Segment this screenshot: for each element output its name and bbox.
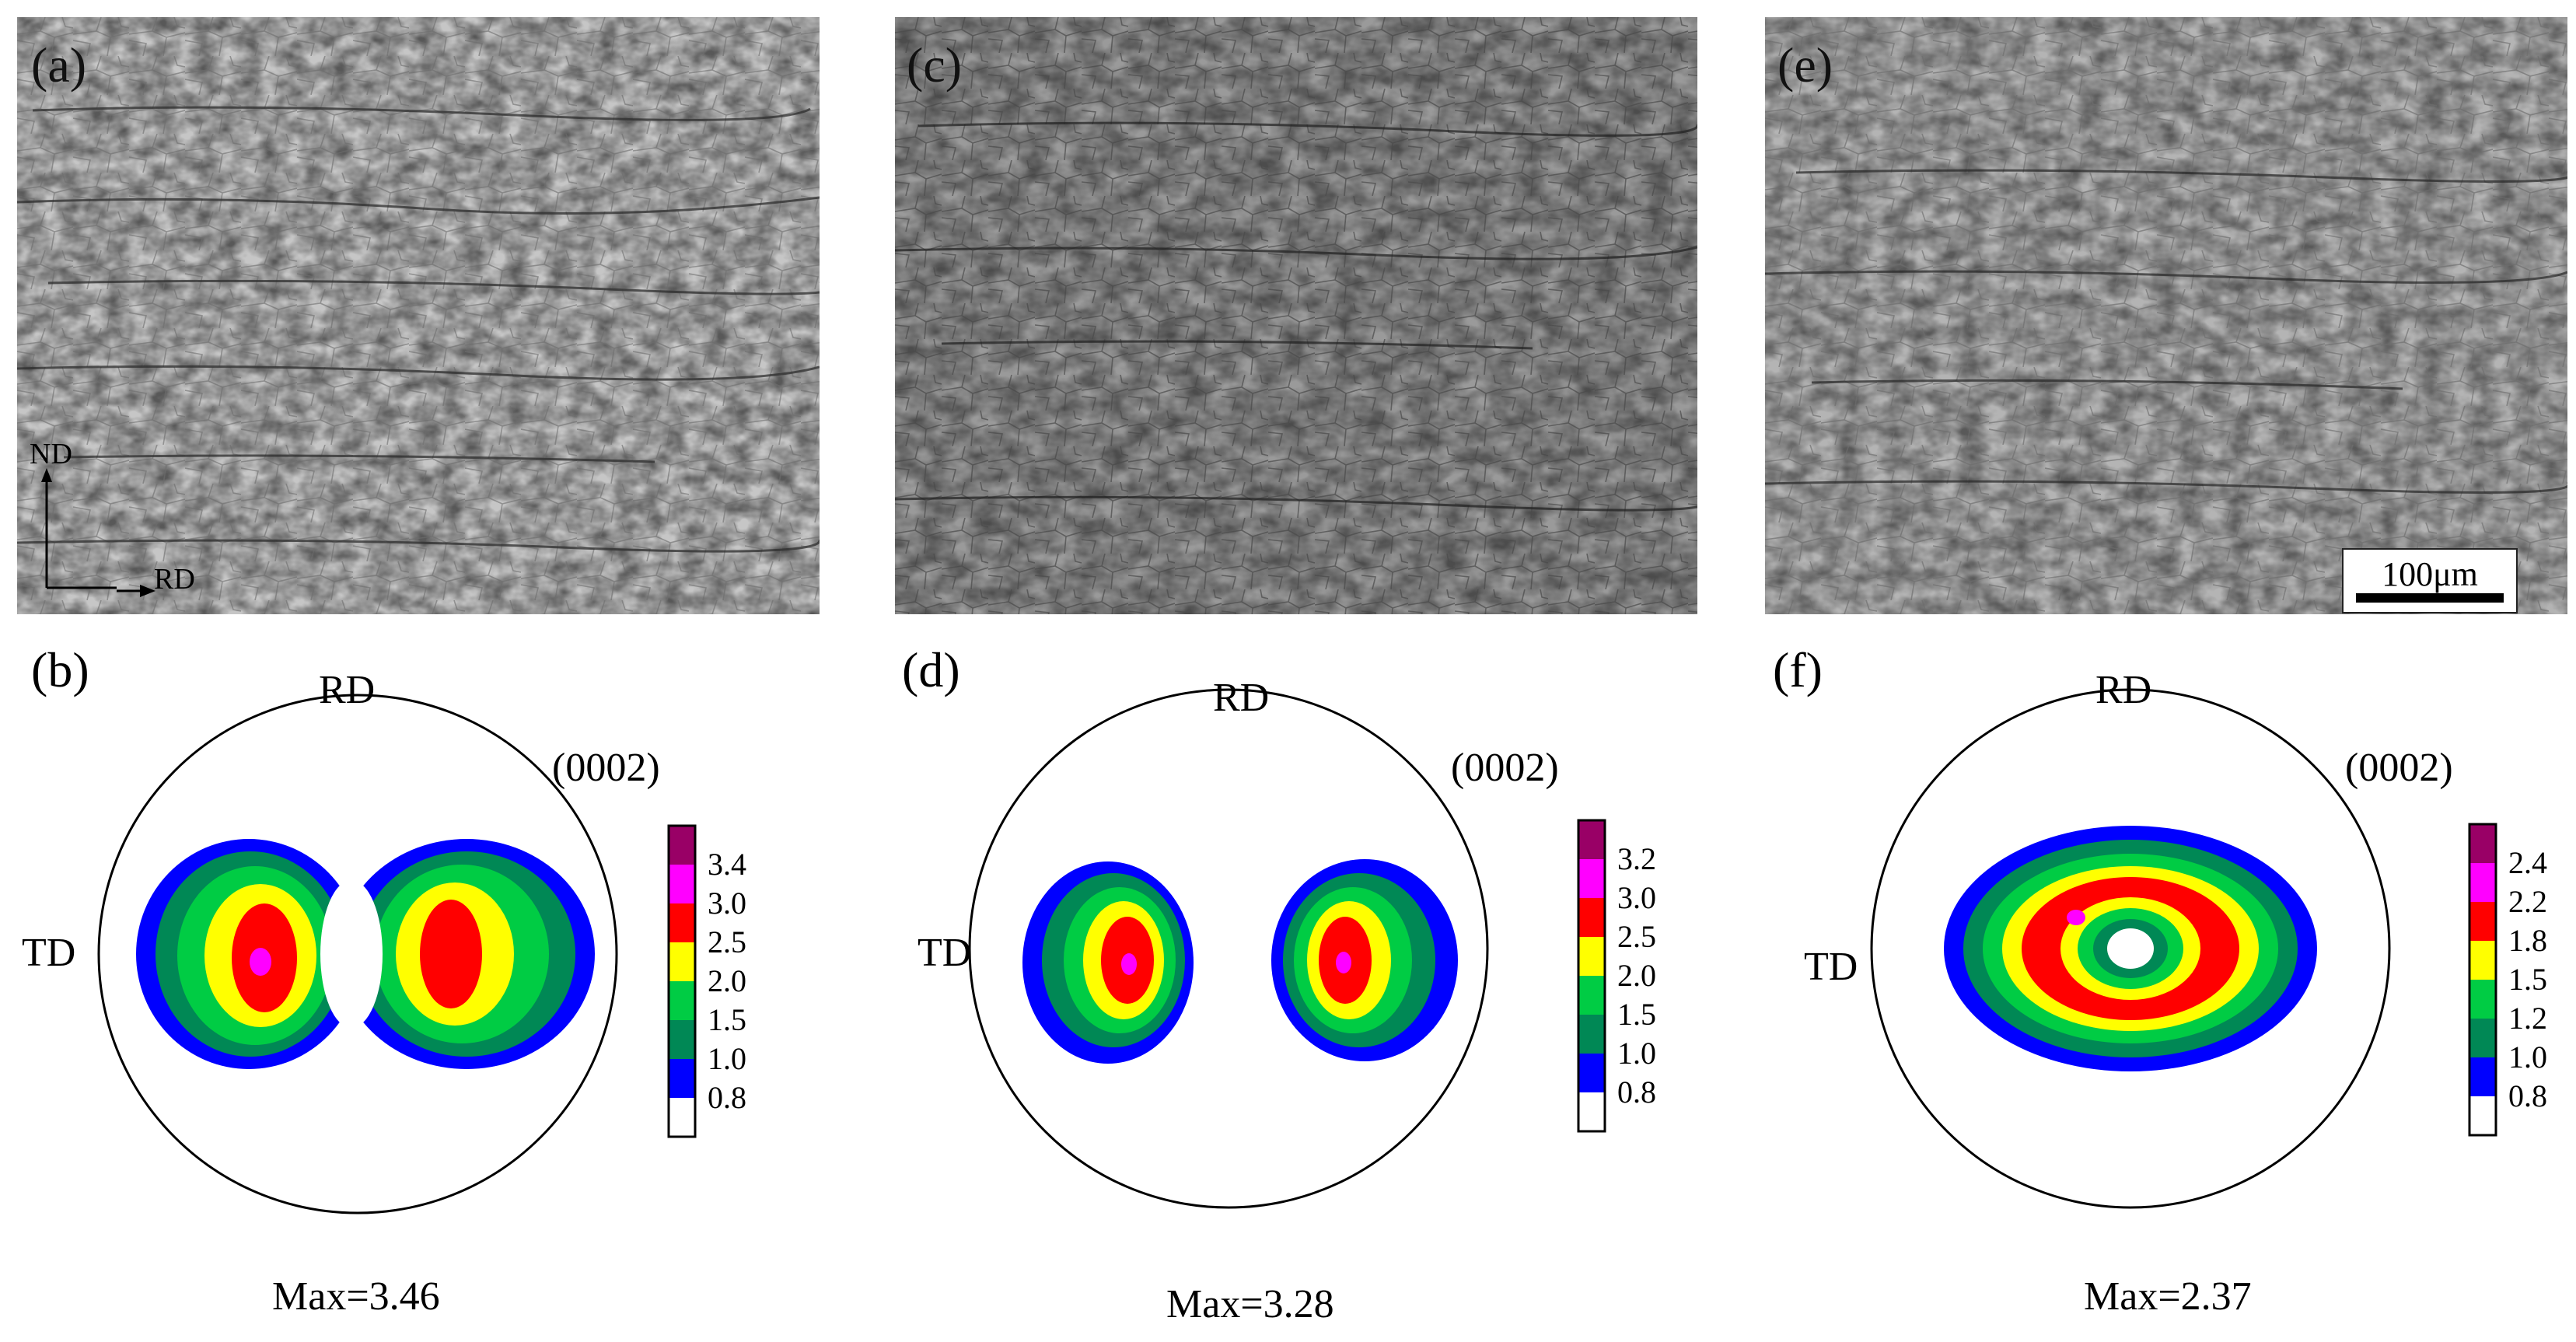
max-text-d: Max=3.28: [1166, 1282, 1334, 1326]
legend-value: 1.0: [1617, 1036, 1656, 1071]
pole-rd-label: RD: [1213, 676, 1270, 720]
panel-label-c: (c): [907, 37, 963, 93]
legend-value: 3.0: [1617, 880, 1656, 915]
micrograph-a-image: [17, 17, 820, 614]
legend-swatch: [2469, 1057, 2496, 1096]
pole-td-label: TD: [22, 931, 76, 975]
legend-value: 2.2: [2508, 884, 2547, 919]
panel-label-f: (f): [1773, 642, 1823, 697]
pole-circle-d: [968, 688, 1489, 1209]
micrograph-c-image: [895, 17, 1697, 614]
legend-swatch: [1578, 976, 1605, 1015]
pole-td-label: TD: [918, 931, 972, 975]
pole-circle-b: [97, 694, 618, 1214]
legend-f: [2468, 823, 2497, 1137]
pole-figure-f: [1870, 688, 2497, 1209]
scale-bar-label: 100μm: [2382, 555, 2478, 593]
pole-td-label: TD: [1804, 945, 1858, 989]
scale-bar-line: [2356, 593, 2504, 603]
legend-value: 2.5: [708, 924, 746, 959]
legend-value: 2.0: [708, 963, 746, 998]
nd-rd-axis-arrows: [41, 468, 117, 589]
legend-swatch: [1578, 898, 1605, 937]
legend-swatch: [2469, 941, 2496, 980]
legend-swatch: [669, 1020, 695, 1059]
micrograph-a: [17, 17, 820, 614]
pole-rd-label: RD: [319, 668, 376, 712]
legend-swatch: [1578, 1092, 1605, 1131]
legend-swatch: [2469, 863, 2496, 902]
pole-plane-label: (0002): [1451, 746, 1559, 790]
panel-label-b: (b): [31, 642, 89, 697]
legend-swatch: [669, 903, 695, 942]
nd-axis-label: ND: [30, 438, 72, 470]
legend-value: 0.8: [1617, 1075, 1656, 1110]
micrograph-e-image: [1765, 17, 2567, 614]
legend-value: 3.4: [708, 847, 746, 882]
scale-bar: 100μm: [2342, 548, 2518, 613]
pole-figure-panel-f: (f) RD (0002) TD Max=2.37 2.4 2.2 1.8 1.5 1.…: [1749, 638, 2576, 1337]
panel-label-d: (d): [902, 642, 960, 697]
legend-swatch: [2469, 1096, 2496, 1135]
legend-value: 0.8: [2508, 1078, 2547, 1113]
legend-value: 2.4: [2508, 845, 2547, 880]
legend-swatch: [669, 1059, 695, 1098]
legend-swatch: [1578, 937, 1605, 976]
micrograph-c: [895, 17, 1697, 614]
legend-swatch: [669, 865, 695, 903]
legend-swatch: [1578, 820, 1605, 859]
legend-swatch: [669, 1098, 695, 1137]
legend-d: [1577, 819, 1606, 1133]
pole-plane-label: (0002): [552, 746, 660, 790]
rd-axis-label: RD: [154, 563, 195, 596]
legend-swatch: [1578, 859, 1605, 898]
pole-figure-panel-d: (d) RD (0002) TD Max=3.28 3.2 3.0: [879, 638, 1737, 1337]
legend-swatch: [669, 981, 695, 1020]
legend-value: 1.5: [708, 1002, 746, 1037]
legend-value: 3.2: [1617, 841, 1656, 876]
legend-value: 0.8: [708, 1080, 746, 1115]
pole-circle-f: [1870, 688, 2391, 1209]
legend-swatch: [669, 942, 695, 981]
pole-plane-label: (0002): [2345, 746, 2453, 790]
legend-value: 1.2: [2508, 1001, 2547, 1036]
pole-contours-b: [136, 839, 595, 1069]
legend-swatch: [2469, 980, 2496, 1019]
legend-swatch: [2469, 1019, 2496, 1057]
pole-contours-f: [1944, 826, 2317, 1071]
pole-contours-d: [1022, 859, 1458, 1064]
legend-swatch: [2469, 902, 2496, 941]
legend-swatch: [1578, 1015, 1605, 1054]
legend-value: 1.8: [2508, 923, 2547, 958]
rd-arrowhead: [117, 585, 156, 597]
legend-value: 2.0: [1617, 958, 1656, 993]
legend-value: 1.0: [2508, 1040, 2547, 1075]
legend-b: [667, 824, 697, 1138]
legend-value: 1.5: [1617, 997, 1656, 1032]
panel-label-a: (a): [31, 37, 87, 93]
micrograph-e: [1765, 17, 2567, 614]
legend-value: 3.0: [708, 886, 746, 921]
legend-value: 2.5: [1617, 919, 1656, 954]
legend-swatch: [669, 826, 695, 865]
legend-value: 1.5: [2508, 962, 2547, 997]
max-text-b: Max=3.46: [272, 1274, 440, 1319]
pole-figure-d: [968, 688, 1606, 1209]
legend-value: 1.0: [708, 1041, 746, 1076]
legend-swatch: [2469, 824, 2496, 863]
legend-swatch: [1578, 1054, 1605, 1092]
pole-figure-panel-b: (b) RD (0002) TD Max=3.46 3.4 3.0: [8, 638, 866, 1337]
panel-label-e: (e): [1777, 37, 1833, 93]
max-text-f: Max=2.37: [2084, 1274, 2252, 1319]
pole-figure-b: [97, 694, 697, 1214]
